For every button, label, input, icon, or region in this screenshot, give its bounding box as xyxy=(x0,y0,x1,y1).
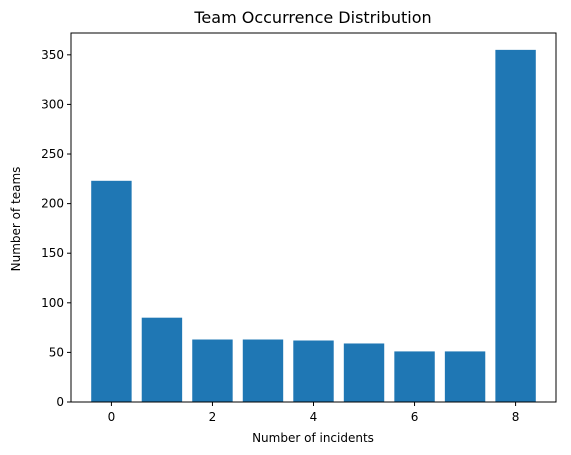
y-tick-label: 350 xyxy=(41,48,64,62)
bar-4 xyxy=(293,340,334,402)
y-tick-label: 0 xyxy=(56,395,64,409)
bar-8 xyxy=(495,49,536,402)
bar-0 xyxy=(91,180,132,402)
y-tick-label: 250 xyxy=(41,147,64,161)
bar-1 xyxy=(141,317,183,402)
x-axis-ticks: 0 2 4 6 8 xyxy=(108,402,520,424)
bar-3 xyxy=(242,339,284,402)
plot-frame xyxy=(70,32,557,403)
y-axis-ticks: 0 50 100 150 200 250 300 350 xyxy=(41,48,71,409)
bar-5 xyxy=(343,343,385,402)
y-tick-label: 150 xyxy=(41,246,64,260)
x-tick-label: 6 xyxy=(411,410,419,424)
bar-7 xyxy=(444,351,486,402)
x-tick-label: 8 xyxy=(512,410,520,424)
bars-group xyxy=(91,49,536,402)
bar-6 xyxy=(394,351,435,402)
y-tick-label: 200 xyxy=(41,197,64,211)
chart-title: Team Occurrence Distribution xyxy=(193,8,431,27)
x-axis-label: Number of incidents xyxy=(252,431,374,445)
y-axis-label: Number of teams xyxy=(9,167,23,272)
x-tick-label: 4 xyxy=(310,410,318,424)
bar-2 xyxy=(192,339,233,402)
y-tick-label: 50 xyxy=(49,345,64,359)
x-tick-label: 0 xyxy=(108,410,116,424)
y-tick-label: 100 xyxy=(41,296,64,310)
y-tick-label: 300 xyxy=(41,97,64,111)
x-tick-label: 2 xyxy=(209,410,217,424)
